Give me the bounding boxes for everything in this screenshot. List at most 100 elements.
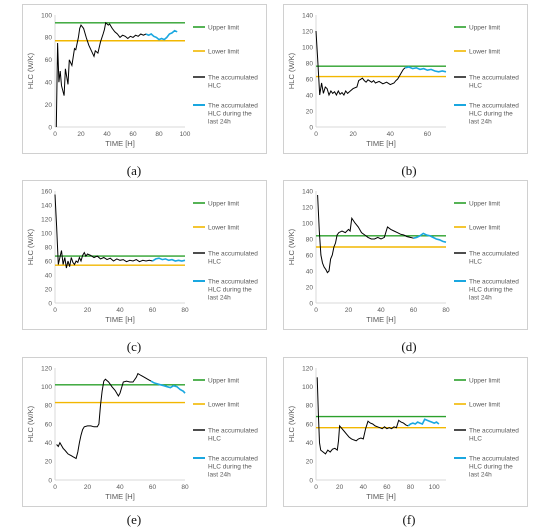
- x-tick-label: 40: [387, 131, 395, 138]
- legend-accumulated-label: HLC: [208, 82, 221, 89]
- y-tick-label: 100: [302, 44, 313, 51]
- y-tick-label: 0: [48, 124, 52, 131]
- y-tick-label: 60: [306, 252, 314, 259]
- x-tick-label: 40: [103, 131, 111, 138]
- caption-e: (e): [126, 512, 142, 527]
- y-tick-label: 20: [45, 102, 53, 109]
- legend-lower-label: Lower limit: [208, 48, 239, 55]
- y-tick-label: 60: [306, 76, 314, 83]
- legend-last24-label: last 24h: [208, 471, 231, 478]
- x-tick-label: 60: [424, 131, 432, 138]
- y-tick-label: 40: [306, 268, 314, 275]
- y-tick-label: 20: [45, 286, 53, 293]
- legend-last24-label: HLC during the: [208, 110, 252, 117]
- chart-f: 0 20 40 60 80 100 0 20 40 60 80 100 120 TIME [H] HLC (…: [287, 365, 519, 501]
- x-tick-label: 40: [116, 307, 124, 314]
- x-tick-label: 40: [360, 484, 368, 491]
- y-axis-title: HLC (W/K): [26, 405, 35, 442]
- legend-last24-label: last 24h: [469, 471, 492, 478]
- legend-lower-label: Lower limit: [208, 224, 239, 231]
- legend-upper-label: Upper limit: [208, 24, 239, 31]
- legend-last24-label: HLC during the: [469, 286, 513, 293]
- y-tick-label: 0: [309, 300, 313, 307]
- y-tick-label: 40: [45, 272, 53, 279]
- legend-upper-label: Upper limit: [469, 377, 500, 384]
- x-tick-label: 100: [429, 484, 440, 491]
- y-tick-label: 40: [45, 80, 53, 87]
- x-tick-label: 20: [345, 307, 353, 314]
- x-tick-label: 0: [314, 307, 318, 314]
- legend-accumulated-label: The accumulated: [469, 250, 519, 257]
- legend-upper-label: Upper limit: [208, 200, 239, 207]
- legend-last24-label: The accumulated: [208, 455, 258, 462]
- y-tick-label: 60: [306, 421, 314, 428]
- y-tick-label: 120: [41, 216, 52, 223]
- y-axis-title: HLC (W/K): [26, 52, 35, 89]
- caption-f: (f): [402, 512, 416, 527]
- legend-upper-label: Upper limit: [469, 200, 500, 207]
- legend-accumulated-label: The accumulated: [208, 250, 258, 257]
- legend-accumulated-label: The accumulated: [469, 74, 519, 81]
- legend-accumulated-label: HLC: [208, 435, 221, 442]
- y-tick-label: 0: [48, 300, 52, 307]
- legend-lower-label: Lower limit: [469, 401, 500, 408]
- y-tick-label: 0: [309, 477, 313, 484]
- y-tick-label: 120: [302, 204, 313, 211]
- y-tick-label: 60: [45, 258, 53, 265]
- x-axis-title: TIME [H]: [366, 315, 396, 324]
- chart-a: 0 20 40 60 80 100 0 20 40 60 80 100 TIME [H] HLC (W/K…: [26, 12, 258, 148]
- legend-last24-label: The accumulated: [208, 278, 258, 285]
- x-axis-title: TIME [H]: [105, 139, 135, 148]
- legend-upper-label: Upper limit: [469, 24, 500, 31]
- y-tick-label: 80: [45, 35, 53, 42]
- x-axis-title: TIME [H]: [366, 139, 396, 148]
- x-axis-title: TIME [H]: [105, 492, 135, 501]
- chart-panel-f: 0 20 40 60 80 100 0 20 40 60 80 100 120 TIME [H] HLC (…: [283, 357, 528, 507]
- y-tick-label: 100: [302, 220, 313, 227]
- x-tick-label: 60: [410, 307, 418, 314]
- last24-hlc-line: [150, 380, 186, 394]
- y-tick-label: 120: [41, 365, 52, 372]
- caption-d: (d): [401, 339, 417, 354]
- x-axis-title: TIME [H]: [105, 315, 135, 324]
- y-tick-label: 80: [45, 244, 53, 251]
- x-tick-label: 20: [77, 131, 85, 138]
- legend-last24-label: HLC during the: [208, 463, 252, 470]
- legend-last24-label: last 24h: [208, 118, 231, 125]
- x-tick-label: 80: [442, 307, 450, 314]
- legend-upper-label: Upper limit: [208, 377, 239, 384]
- y-axis-title: HLC (W/K): [287, 228, 296, 265]
- y-tick-label: 100: [41, 12, 52, 19]
- legend-last24-label: last 24h: [469, 294, 492, 301]
- y-tick-label: 0: [309, 124, 313, 131]
- y-tick-label: 140: [302, 12, 313, 19]
- legend-accumulated-label: HLC: [469, 82, 482, 89]
- chart-b: 0 20 40 60 0 20 40 60 80 100 120 140 TIME [H] HLC (W/…: [287, 12, 519, 148]
- y-tick-label: 80: [306, 60, 314, 67]
- y-axis-title: HLC (W/K): [26, 228, 35, 265]
- y-tick-label: 120: [302, 28, 313, 35]
- legend-last24-label: HLC during the: [208, 286, 252, 293]
- y-axis-title: HLC (W/K): [287, 52, 296, 89]
- caption-a: (a): [126, 163, 142, 178]
- x-tick-label: 20: [336, 484, 344, 491]
- x-tick-label: 80: [155, 131, 163, 138]
- legend-last24-label: The accumulated: [469, 102, 519, 109]
- y-tick-label: 60: [45, 421, 53, 428]
- y-tick-label: 80: [306, 236, 314, 243]
- accumulated-hlc-line: [56, 372, 152, 460]
- x-tick-label: 100: [180, 131, 191, 138]
- x-tick-label: 60: [149, 307, 157, 314]
- chart-panel-a: 0 20 40 60 80 100 0 20 40 60 80 100 TIME [H] HLC (W/K…: [22, 4, 267, 154]
- x-tick-label: 40: [116, 484, 124, 491]
- y-tick-label: 100: [41, 384, 52, 391]
- y-tick-label: 40: [306, 92, 314, 99]
- chart-e: 0 20 40 60 80 0 20 40 60 80 100 120 TIME [H] HLC (W/K…: [26, 365, 258, 501]
- y-tick-label: 140: [41, 202, 52, 209]
- x-tick-label: 40: [377, 307, 385, 314]
- legend-accumulated-label: The accumulated: [469, 427, 519, 434]
- y-tick-label: 20: [45, 459, 53, 466]
- chart-d: 0 20 40 60 80 0 20 40 60 80 100 120 140 TIME [H] HLC (…: [287, 188, 519, 324]
- accumulated-hlc-line: [316, 377, 409, 455]
- legend-last24-label: last 24h: [469, 118, 492, 125]
